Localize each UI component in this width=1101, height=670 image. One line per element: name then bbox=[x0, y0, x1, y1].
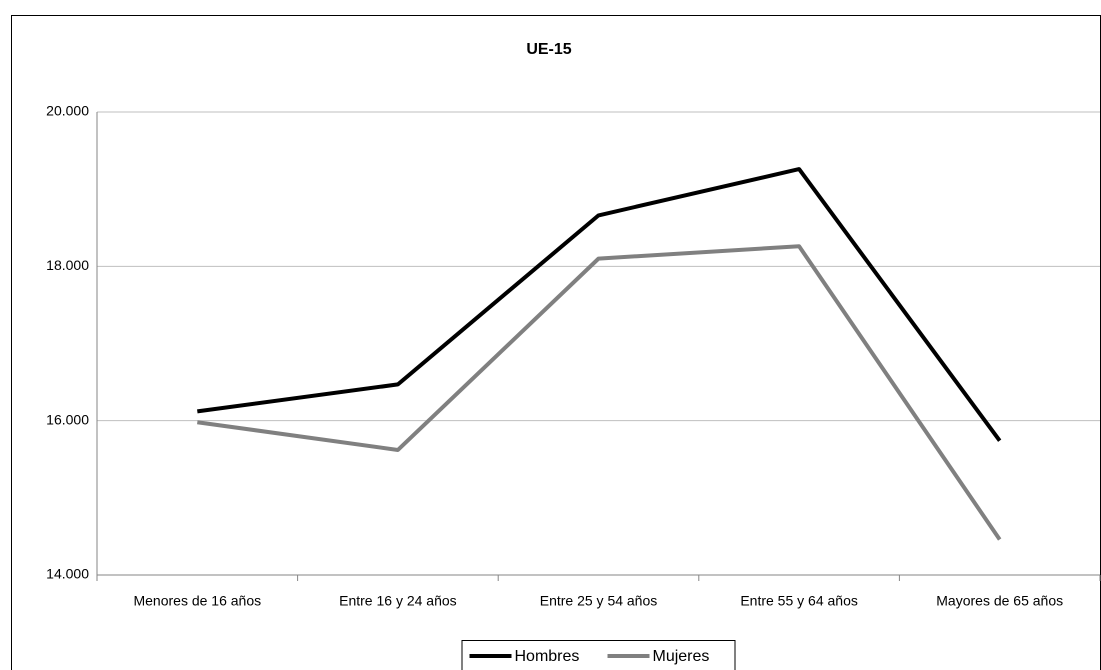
y-tick-label: 14.000 bbox=[46, 566, 89, 582]
line-series bbox=[197, 244, 1002, 541]
legend-label: Mujeres bbox=[653, 648, 710, 665]
x-tick-label: Mayores de 65 años bbox=[936, 593, 1063, 609]
x-tick-label: Entre 55 y 64 años bbox=[740, 593, 858, 609]
y-tick-label: 16.000 bbox=[46, 411, 89, 427]
x-tick-label: Entre 16 y 24 años bbox=[339, 593, 457, 609]
chart-frame bbox=[11, 15, 1101, 670]
legend-label: Hombres bbox=[515, 648, 580, 665]
x-tick-label: Menores de 16 años bbox=[133, 593, 261, 609]
x-tick-label: Entre 25 y 54 años bbox=[540, 593, 658, 609]
y-tick-label: 20.000 bbox=[46, 103, 89, 119]
line-series bbox=[197, 167, 1002, 442]
y-tick-label: 18.000 bbox=[46, 257, 89, 273]
chart-title: UE-15 bbox=[526, 41, 571, 58]
